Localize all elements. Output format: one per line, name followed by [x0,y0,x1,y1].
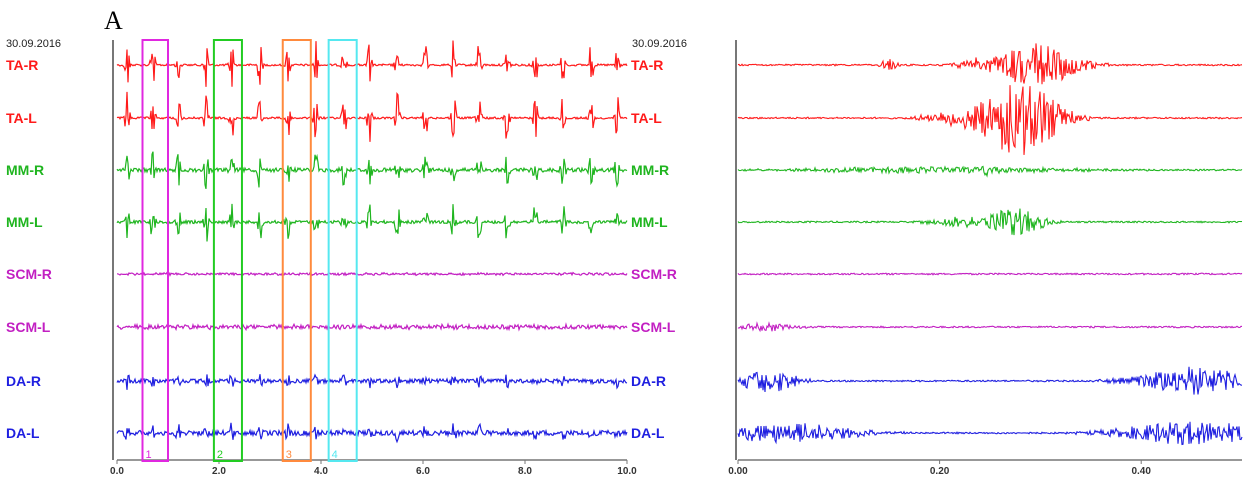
detail-plot: 0.00 0.20 0.40 [728,40,1243,477]
window-label-1: 1 [146,449,152,461]
overview-channel-label-ta-l: TA-L [6,110,37,126]
detail-trace-ta-l [737,85,1243,155]
overview-trace-ta-r [116,40,628,87]
overview-trace-scm-l [116,322,628,332]
overview-plot: 0.0 2.0 4.0 6.0 8.0 10.0 TA-R TA-R TA-L TA-L MM-R M… [6,39,677,477]
middle-channel-label-mm-l: MM-L [631,214,668,230]
overview-channel-label-mm-l: MM-L [6,214,43,230]
overview-trace-ta-l [116,91,628,142]
overview-x-tick-label: 6.0 [416,466,430,477]
overview-trace-da-l [116,422,628,444]
window-label-4: 4 [332,449,338,461]
overview-channel-label-da-l: DA-L [6,425,40,441]
overview-x-tick-label: 10.0 [617,466,637,477]
overview-channel-label-ta-r: TA-R [6,57,38,73]
middle-channel-label-scm-l: SCM-L [631,319,676,335]
overview-x-tick-label: 2.0 [212,466,226,477]
detail-trace-da-l [737,421,1243,446]
detail-trace-da-r [737,366,1243,395]
middle-channel-label-mm-r: MM-R [631,162,669,178]
overview-x-tick-label: 0.0 [110,466,124,477]
overview-channel-label-mm-r: MM-R [6,162,44,178]
overview-channel-label-scm-r: SCM-R [6,266,52,282]
middle-channel-label-ta-r: TA-R [631,57,663,73]
left-date-label: 30.09.2016 [6,38,62,50]
panel-letter: A [104,6,123,35]
detail-trace-mm-l [737,208,1243,236]
detail-x-tick-label: 0.00 [728,466,748,477]
window-box-1 [141,39,169,462]
overview-trace-da-r [116,373,628,390]
window-box-3 [281,39,312,462]
overview-trace-mm-r [116,151,628,190]
detail-trace-mm-r [737,165,1243,178]
overview-trace-scm-r [116,271,628,277]
detail-trace-ta-r [737,43,1243,85]
overview-x-tick-label: 4.0 [314,466,328,477]
middle-channel-label-ta-l: TA-L [631,110,662,126]
window-box-2 [212,39,243,462]
detail-x-tick-label: 0.40 [1131,466,1151,477]
overview-trace-mm-l [116,203,628,242]
detail-x-tick-label: 0.20 [930,466,950,477]
overview-channel-label-da-r: DA-R [6,373,41,389]
middle-date-label: 30.09.2016 [632,38,688,50]
detail-trace-scm-l [737,321,1243,333]
middle-channel-label-da-r: DA-R [631,373,666,389]
middle-channel-label-scm-r: SCM-R [631,266,677,282]
middle-channel-label-da-l: DA-L [631,425,665,441]
window-label-2: 2 [217,449,223,461]
detail-trace-scm-r [737,272,1243,276]
overview-x-tick-label: 8.0 [518,466,532,477]
window-box-4 [327,39,358,462]
overview-channel-label-scm-l: SCM-L [6,319,51,335]
window-label-3: 3 [286,449,292,461]
